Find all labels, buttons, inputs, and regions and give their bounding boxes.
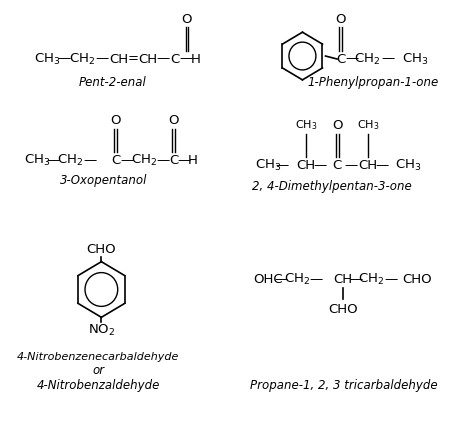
Text: —: —	[47, 154, 60, 167]
Text: CH$_2$: CH$_2$	[69, 51, 95, 67]
Text: —: —	[274, 273, 288, 286]
Text: 4-Nitrobenzaldehyde: 4-Nitrobenzaldehyde	[37, 379, 160, 392]
Text: 3-Oxopentanol: 3-Oxopentanol	[60, 174, 147, 187]
Text: O: O	[331, 119, 342, 132]
Text: Pent-2-enal: Pent-2-enal	[79, 76, 147, 89]
Text: —: —	[308, 273, 322, 286]
Text: CH$_3$: CH$_3$	[356, 119, 378, 132]
Text: O: O	[335, 13, 346, 26]
Text: CH$_2$: CH$_2$	[353, 51, 379, 67]
Text: CH$_3$: CH$_3$	[24, 153, 51, 168]
Text: CH$_3$: CH$_3$	[394, 158, 420, 173]
Text: NO$_2$: NO$_2$	[88, 323, 115, 338]
Text: —: —	[156, 154, 169, 167]
Text: CH: CH	[138, 53, 157, 66]
Text: or: or	[92, 365, 104, 377]
Text: —: —	[275, 159, 288, 172]
Text: C: C	[111, 154, 120, 167]
Text: CH$_2$: CH$_2$	[283, 272, 309, 287]
Text: —: —	[179, 53, 192, 66]
Text: CH$_2$: CH$_2$	[130, 153, 157, 168]
Text: CH$_3$: CH$_3$	[34, 51, 60, 67]
Text: —: —	[156, 53, 169, 66]
Text: OHC: OHC	[253, 273, 282, 286]
Text: 4-Nitrobenzenecarbaldehyde: 4-Nitrobenzenecarbaldehyde	[17, 352, 179, 362]
Text: CH: CH	[109, 53, 128, 66]
Text: —: —	[312, 159, 326, 172]
Text: O: O	[168, 114, 178, 127]
Text: —: —	[375, 159, 388, 172]
Text: —: —	[384, 273, 397, 286]
Text: —: —	[57, 53, 70, 66]
Text: O: O	[181, 13, 192, 26]
Text: CH$_3$: CH$_3$	[255, 158, 281, 173]
Text: O: O	[110, 114, 121, 127]
Text: 2, 4-Dimethylpentan-3-one: 2, 4-Dimethylpentan-3-one	[252, 180, 411, 192]
Text: H: H	[188, 154, 197, 167]
Text: CH$_2$: CH$_2$	[357, 272, 383, 287]
Text: CH: CH	[333, 273, 352, 286]
Text: CH: CH	[296, 159, 315, 172]
Text: —: —	[120, 154, 134, 167]
Text: —: —	[381, 53, 394, 66]
Text: —: —	[343, 159, 357, 172]
Text: C: C	[336, 53, 345, 66]
Text: 1-Phenylpropan-1-one: 1-Phenylpropan-1-one	[307, 76, 437, 89]
Text: —: —	[344, 53, 357, 66]
Text: CH: CH	[357, 159, 377, 172]
Text: C: C	[169, 53, 178, 66]
Text: CH$_3$: CH$_3$	[402, 51, 428, 67]
Text: H: H	[190, 53, 200, 66]
Text: CH$_3$: CH$_3$	[295, 119, 317, 132]
Text: CHO: CHO	[86, 243, 116, 256]
Text: CH$_2$: CH$_2$	[57, 153, 83, 168]
Text: C: C	[169, 154, 178, 167]
Text: CHO: CHO	[327, 303, 357, 316]
Text: —: —	[349, 273, 362, 286]
Text: —: —	[83, 154, 96, 167]
Text: —: —	[177, 154, 190, 167]
Text: C: C	[332, 159, 341, 172]
Text: =: =	[128, 53, 139, 66]
Text: CHO: CHO	[402, 273, 431, 286]
Text: Propane-1, 2, 3 tricarbaldehyde: Propane-1, 2, 3 tricarbaldehyde	[249, 379, 436, 392]
Text: —: —	[96, 53, 109, 66]
